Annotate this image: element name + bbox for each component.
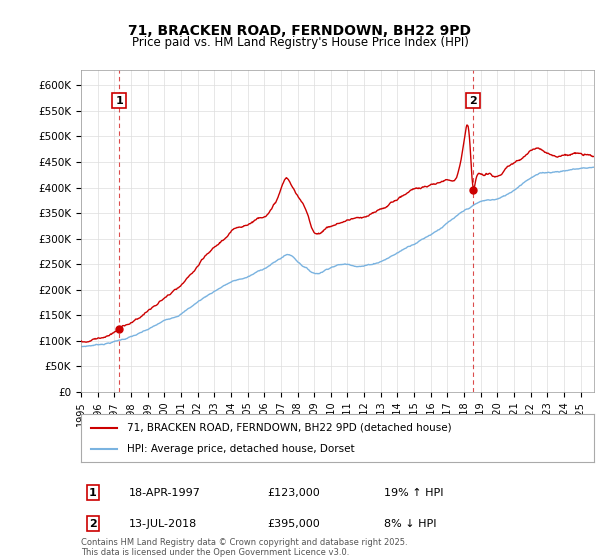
Text: 1: 1: [115, 96, 123, 106]
Text: HPI: Average price, detached house, Dorset: HPI: Average price, detached house, Dors…: [127, 444, 355, 454]
Text: 1: 1: [89, 488, 97, 498]
Text: 2: 2: [89, 519, 97, 529]
Text: 19% ↑ HPI: 19% ↑ HPI: [384, 488, 443, 498]
Text: 8% ↓ HPI: 8% ↓ HPI: [384, 519, 437, 529]
Text: 71, BRACKEN ROAD, FERNDOWN, BH22 9PD (detached house): 71, BRACKEN ROAD, FERNDOWN, BH22 9PD (de…: [127, 423, 452, 433]
Text: £123,000: £123,000: [267, 488, 320, 498]
Text: 13-JUL-2018: 13-JUL-2018: [129, 519, 197, 529]
Text: Contains HM Land Registry data © Crown copyright and database right 2025.
This d: Contains HM Land Registry data © Crown c…: [81, 538, 407, 557]
Text: £395,000: £395,000: [267, 519, 320, 529]
Text: Price paid vs. HM Land Registry's House Price Index (HPI): Price paid vs. HM Land Registry's House …: [131, 36, 469, 49]
Text: 71, BRACKEN ROAD, FERNDOWN, BH22 9PD: 71, BRACKEN ROAD, FERNDOWN, BH22 9PD: [128, 24, 472, 38]
Text: 18-APR-1997: 18-APR-1997: [129, 488, 201, 498]
Text: 2: 2: [469, 96, 477, 106]
